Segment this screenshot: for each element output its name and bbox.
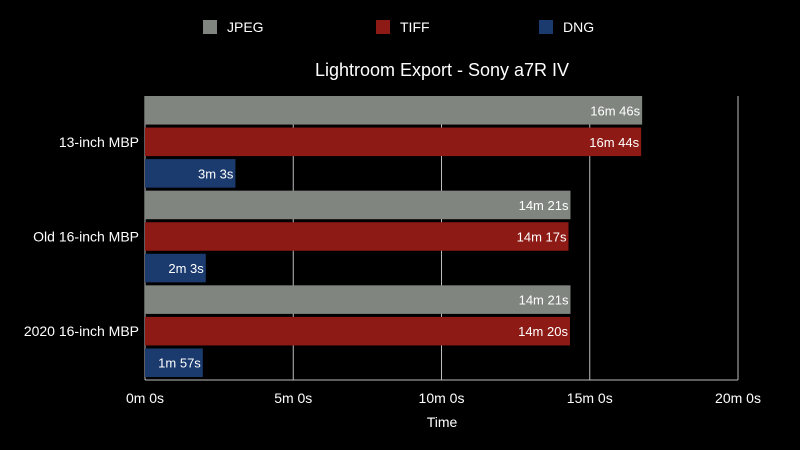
bar-tiff-13-inch-mbp <box>145 127 642 157</box>
bar-jpeg-2020-16-inch-mbp <box>145 285 571 314</box>
data-label: 3m 3s <box>198 166 234 181</box>
data-label: 14m 20s <box>518 324 568 339</box>
data-label: 16m 46s <box>590 103 640 118</box>
x-tick-label: 5m 0s <box>274 390 312 406</box>
category-label: 2020 16-inch MBP <box>24 323 139 339</box>
bar-dng-2020-16-inch-mbp <box>145 348 203 377</box>
legend-item-dng: DNG <box>539 19 594 35</box>
x-tick-label: 0m 0s <box>126 390 164 406</box>
legend-swatch-dng <box>539 20 553 34</box>
bar-dng-13-inch-mbp <box>145 159 236 188</box>
legend-item-jpeg: JPEG <box>203 19 264 35</box>
bar-dng-old-16-inch-mbp <box>145 253 206 283</box>
legend-label-dng: DNG <box>563 19 594 35</box>
category-labels: 13-inch MBP Old 16-inch MBP 2020 16-inch M… <box>24 134 139 339</box>
data-label: 14m 21s <box>519 198 569 213</box>
data-label: 14m 17s <box>517 230 567 245</box>
x-axis-label: Time <box>427 414 458 430</box>
category-label: 13-inch MBP <box>59 134 139 150</box>
legend-item-tiff: TIFF <box>376 19 430 35</box>
legend-label-jpeg: JPEG <box>227 19 264 35</box>
x-tick-label: 15m 0s <box>567 390 613 406</box>
data-label: 14m 21s <box>519 293 569 308</box>
legend-label-tiff: TIFF <box>400 19 430 35</box>
bar-jpeg-13-inch-mbp <box>145 96 643 125</box>
bar-tiff-2020-16-inch-mbp <box>145 316 570 346</box>
x-tick-labels: 0m 0s 5m 0s 10m 0s 15m 0s 20m 0s <box>126 390 761 406</box>
x-tick-label: 20m 0s <box>715 390 761 406</box>
legend-swatch-jpeg <box>203 20 217 34</box>
data-label: 2m 3s <box>168 261 204 276</box>
category-label: Old 16-inch MBP <box>33 229 139 245</box>
x-tick-label: 10m 0s <box>419 390 465 406</box>
legend: JPEG TIFF DNG <box>203 19 594 35</box>
bars: 16m 46s 16m 44s 3m 3s 14m 21s 14m 17s 2m 3s 14… <box>145 96 643 377</box>
bar-jpeg-old-16-inch-mbp <box>145 190 571 220</box>
legend-swatch-tiff <box>376 20 390 34</box>
chart-title: Lightroom Export - Sony a7R IV <box>315 60 569 80</box>
data-label: 1m 57s <box>158 356 201 371</box>
data-label: 16m 44s <box>589 135 639 150</box>
bar-tiff-old-16-inch-mbp <box>145 222 569 251</box>
